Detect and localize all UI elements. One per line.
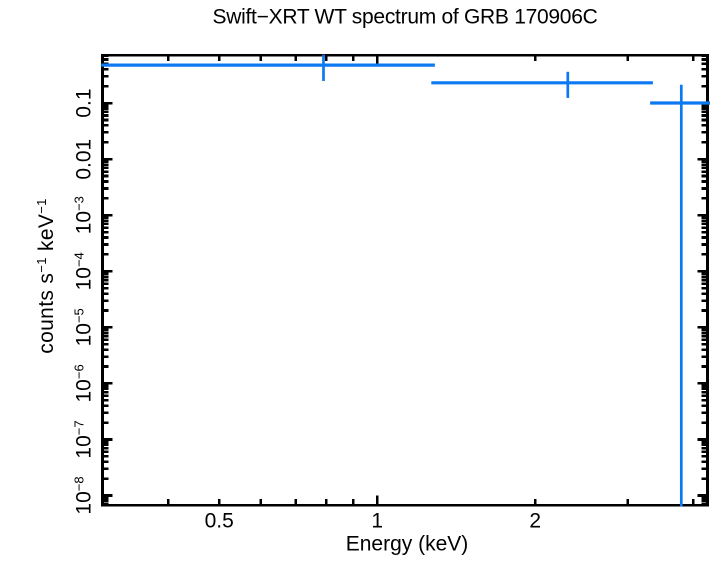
svg-text:Swift−XRT WT spectrum of GRB 1: Swift−XRT WT spectrum of GRB 170906C	[213, 6, 598, 29]
svg-text:0.5: 0.5	[205, 510, 234, 533]
svg-text:0.1: 0.1	[73, 88, 96, 117]
svg-text:0.01: 0.01	[73, 139, 96, 180]
svg-text:10−6: 10−6	[72, 364, 96, 402]
svg-text:1: 1	[371, 510, 383, 533]
svg-text:Energy (keV): Energy (keV)	[346, 533, 469, 556]
svg-text:counts s−1 keV−1: counts s−1 keV−1	[34, 198, 58, 354]
svg-text:2: 2	[529, 510, 541, 533]
